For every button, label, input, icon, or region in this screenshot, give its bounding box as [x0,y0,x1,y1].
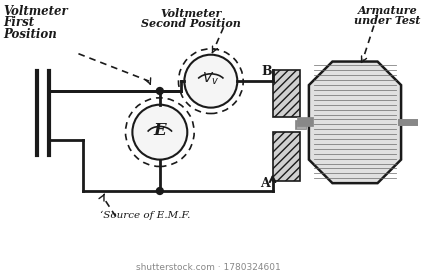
Text: Voltmeter: Voltmeter [161,8,222,18]
Text: ‘Source of E.M.F.: ‘Source of E.M.F. [100,211,190,220]
Text: Position: Position [3,28,57,41]
Circle shape [184,55,237,108]
Text: Second Position: Second Position [141,18,241,29]
Text: shutterstock.com · 1780324601: shutterstock.com · 1780324601 [136,263,281,272]
Circle shape [156,188,163,194]
Text: E: E [153,122,166,139]
Text: $V_v$: $V_v$ [202,71,219,87]
Polygon shape [309,62,401,183]
Text: under Test: under Test [354,15,420,27]
Circle shape [156,88,163,94]
Text: A: A [260,177,270,190]
Circle shape [132,105,187,160]
Bar [273,70,300,117]
Text: Voltmeter: Voltmeter [3,5,68,18]
Bar [273,132,300,181]
Text: First: First [3,17,34,29]
Text: B: B [262,65,272,78]
Text: Armature: Armature [357,5,417,16]
